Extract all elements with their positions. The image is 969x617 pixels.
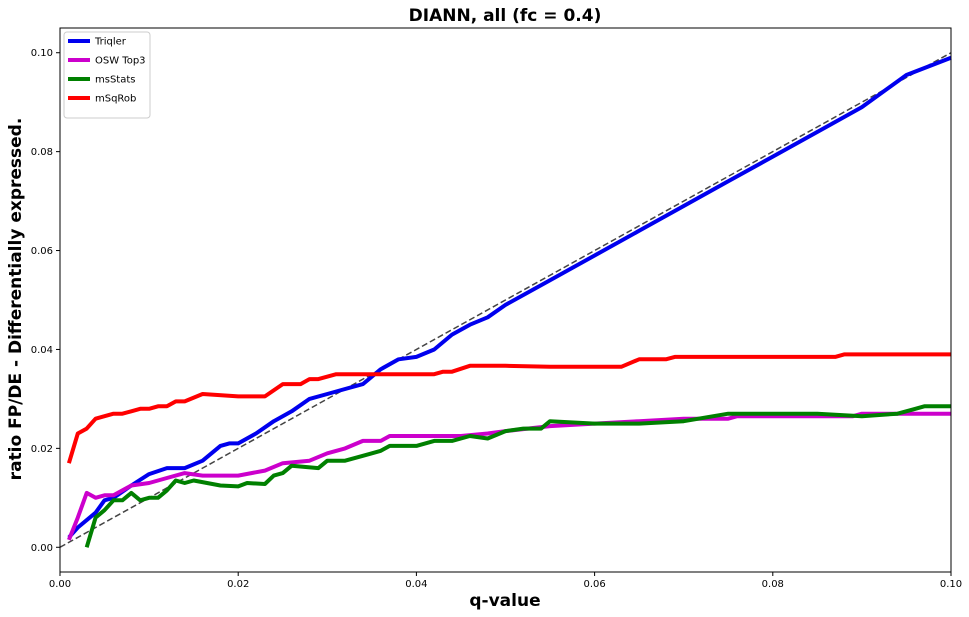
series-line-msqrob [66,352,951,464]
series-line-triqler [67,55,952,539]
x-tick-label: 0.06 [583,579,605,590]
legend-label: OSW Top3 [95,56,146,67]
legend: Triqler OSW Top3 msStats mSqRob [63,31,151,119]
legend-label: msStats [95,75,135,86]
y-tick-label: 0.02 [31,444,53,455]
ticks-layer: 0.00 0.02 0.04 0.06 0.08 0.10 0.00 0.02 0.04 0.06… [31,48,962,590]
series-layer [66,55,952,548]
y-tick-label: 0.00 [31,543,53,554]
x-tick-label: 0.04 [405,579,427,590]
x-tick-label: 0.02 [227,579,249,590]
y-tick-label: 0.08 [31,147,53,158]
y-axis-title: ratio FP/DE - Differentially expressed. [6,118,26,481]
y-tick-label: 0.04 [31,345,53,356]
legend-label: mSqRob [95,94,136,105]
y-tick-label: 0.06 [31,246,53,257]
x-tick-label: 0.00 [49,579,71,590]
legend-label: Triqler [94,37,127,48]
diagonal-reference-line [59,52,952,548]
series-line-msstats [84,404,951,548]
x-tick-label: 0.08 [762,579,784,590]
y-tick-label: 0.10 [31,48,53,59]
x-axis-title: q-value [469,591,540,611]
plot-frame [59,27,952,573]
x-tick-label: 0.10 [940,579,962,590]
chart-title: DIANN, all (fc = 0.4) [409,6,602,26]
diagonal-layer [59,52,952,548]
